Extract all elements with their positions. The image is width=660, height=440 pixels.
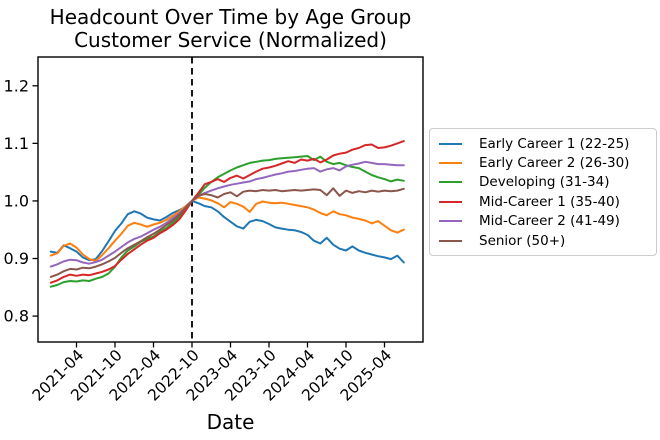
- y-tick-label: 1.1: [4, 134, 29, 153]
- chart-title-text: Headcount Over Time by Age Group: [49, 5, 412, 29]
- chart-title: Headcount Over Time by Age Group Custome…: [0, 6, 461, 52]
- legend-swatch-icon: [439, 220, 462, 223]
- y-tick-label: 1.0: [4, 191, 29, 210]
- legend-swatch-icon: [439, 239, 462, 242]
- legend-label: Developing (31-34): [479, 174, 610, 191]
- chart-subtitle-text: Customer Service (Normalized): [74, 28, 387, 52]
- legend-label: Senior (50+): [479, 232, 566, 249]
- legend: Early Career 1 (22-25) Early Career 2 (26…: [429, 128, 657, 257]
- legend-label: Mid-Career 1 (35-40): [479, 193, 620, 210]
- y-tick-label: 0.9: [4, 249, 29, 268]
- series-line-4: [49, 160, 405, 268]
- legend-swatch-icon: [439, 200, 462, 203]
- legend-swatch-icon: [439, 142, 462, 145]
- series-line-2: [49, 155, 405, 288]
- legend-item: Senior (50+): [439, 231, 656, 250]
- legend-item: Early Career 1 (22-25): [439, 134, 656, 153]
- series-line-1: [49, 196, 405, 262]
- legend-swatch-icon: [439, 162, 462, 165]
- legend-swatch-icon: [439, 181, 462, 184]
- legend-label: Mid-Career 2 (41-49): [479, 213, 620, 230]
- x-axis-label: Date: [206, 410, 255, 434]
- legend-label: Early Career 2 (26-30): [479, 155, 630, 172]
- plot-frame: [37, 56, 424, 343]
- legend-item: Mid-Career 2 (41-49): [439, 212, 656, 231]
- legend-item: Developing (31-34): [439, 173, 656, 192]
- legend-label: Early Career 1 (22-25): [479, 135, 630, 152]
- series-line-0: [49, 199, 405, 264]
- series-line-3: [49, 140, 405, 284]
- y-tick-label: 0.8: [4, 307, 29, 326]
- series-line-5: [49, 187, 405, 278]
- y-tick-label: 1.2: [4, 76, 29, 95]
- legend-item: Early Career 2 (26-30): [439, 153, 656, 172]
- legend-item: Mid-Career 1 (35-40): [439, 192, 656, 211]
